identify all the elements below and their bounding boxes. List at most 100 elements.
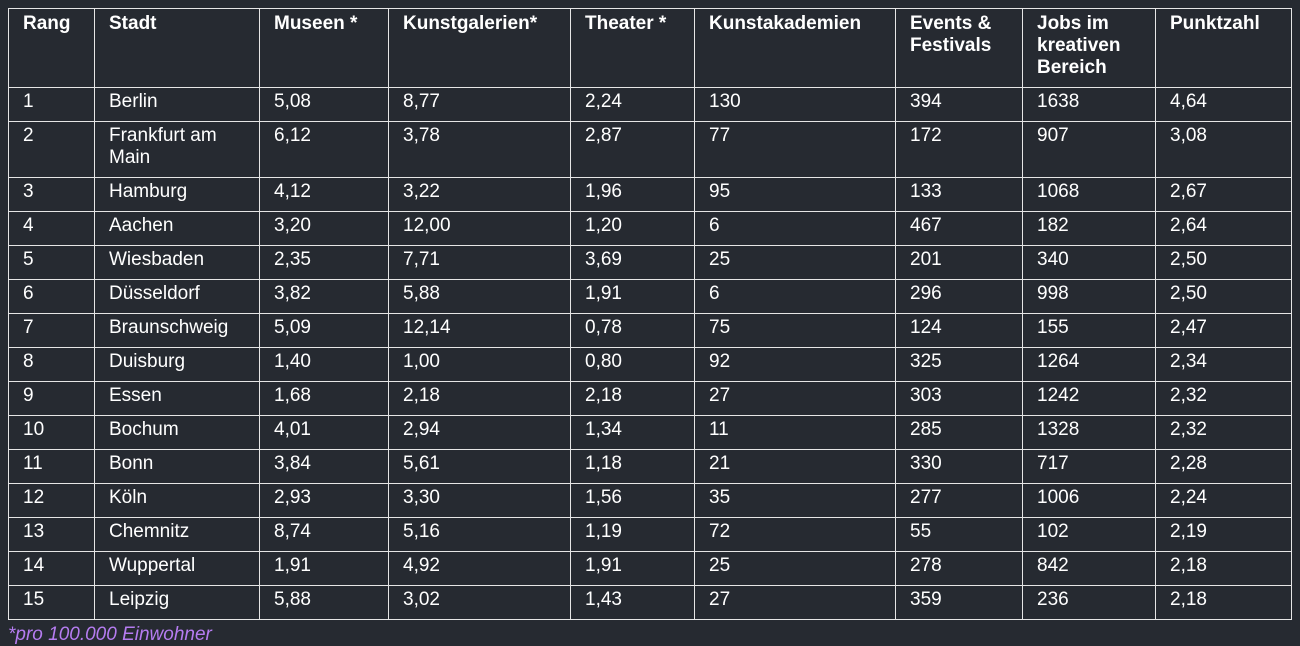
table-cell: Braunschweig: [94, 313, 260, 348]
table-cell: Chemnitz: [94, 517, 260, 552]
table-cell: 5,08: [259, 87, 389, 122]
table-cell: 1,40: [259, 347, 389, 382]
table-cell: 15: [8, 585, 95, 620]
table-cell: 55: [895, 517, 1023, 552]
table-cell: 325: [895, 347, 1023, 382]
table-cell: 2,32: [1155, 381, 1292, 416]
table-cell: 2,28: [1155, 449, 1292, 484]
table-cell: 201: [895, 245, 1023, 280]
table-cell: 1,34: [570, 415, 695, 450]
table-cell: Wiesbaden: [94, 245, 260, 280]
table-cell: Bochum: [94, 415, 260, 450]
table-cell: 3,84: [259, 449, 389, 484]
table-row: 8 Duisburg 1,40 1,00 0,80 92 325 1264 2,34: [8, 347, 1292, 382]
table-cell: 1,18: [570, 449, 695, 484]
table-cell: 3,20: [259, 211, 389, 246]
header-cell: Kunstgalerien*: [388, 8, 571, 88]
table-row: 9 Essen 1,68 2,18 2,18 27 303 1242 2,32: [8, 381, 1292, 416]
table-cell: 2: [8, 121, 95, 178]
table-cell: 92: [694, 347, 896, 382]
table-cell: 5,88: [259, 585, 389, 620]
table-cell: 4,01: [259, 415, 389, 450]
header-cell: Jobs im kreativen Bereich: [1022, 8, 1156, 88]
table-cell: 27: [694, 381, 896, 416]
table-cell: 4: [8, 211, 95, 246]
header-cell: Events & Festivals: [895, 8, 1023, 88]
table-cell: 4,64: [1155, 87, 1292, 122]
footnote: *pro 100.000 Einwohner: [8, 624, 212, 645]
table-cell: 2,35: [259, 245, 389, 280]
table-cell: 182: [1022, 211, 1156, 246]
table-cell: 130: [694, 87, 896, 122]
table-cell: 236: [1022, 585, 1156, 620]
table-cell: 3,78: [388, 121, 571, 178]
table-row: 4 Aachen 3,20 12,00 1,20 6 467 182 2,64: [8, 211, 1292, 246]
table-cell: 12,00: [388, 211, 571, 246]
table-cell: Düsseldorf: [94, 279, 260, 314]
table-cell: 9: [8, 381, 95, 416]
table-row: 13 Chemnitz 8,74 5,16 1,19 72 55 102 2,19: [8, 517, 1292, 552]
table-row: 11 Bonn 3,84 5,61 1,18 21 330 717 2,28: [8, 449, 1292, 484]
table-cell: 5,09: [259, 313, 389, 348]
table-cell: 27: [694, 585, 896, 620]
table-cell: 7: [8, 313, 95, 348]
table-row: 1 Berlin 5,08 8,77 2,24 130 394 1638 4,64: [8, 87, 1292, 122]
table-cell: 35: [694, 483, 896, 518]
table-cell: 5,88: [388, 279, 571, 314]
table-cell: 13: [8, 517, 95, 552]
table-cell: 285: [895, 415, 1023, 450]
table-cell: 5,16: [388, 517, 571, 552]
table-cell: 75: [694, 313, 896, 348]
table-cell: 2,94: [388, 415, 571, 450]
table-cell: 21: [694, 449, 896, 484]
table-cell: 467: [895, 211, 1023, 246]
table-cell: 1328: [1022, 415, 1156, 450]
table-cell: 3,22: [388, 177, 571, 212]
table-cell: 842: [1022, 551, 1156, 586]
table-cell: 3,08: [1155, 121, 1292, 178]
table-cell: 77: [694, 121, 896, 178]
table-cell: 11: [694, 415, 896, 450]
table-cell: 1638: [1022, 87, 1156, 122]
table-cell: Köln: [94, 483, 260, 518]
table-cell: 5: [8, 245, 95, 280]
table-cell: 278: [895, 551, 1023, 586]
header-cell: Kunstakademien: [694, 8, 896, 88]
table-row: 6 Düsseldorf 3,82 5,88 1,91 6 296 998 2,50: [8, 279, 1292, 314]
table-cell: 8,74: [259, 517, 389, 552]
table-cell: 1264: [1022, 347, 1156, 382]
table-cell: 1: [8, 87, 95, 122]
table-cell: Bonn: [94, 449, 260, 484]
table-cell: 10: [8, 415, 95, 450]
table-cell: 296: [895, 279, 1023, 314]
table-cell: 3,82: [259, 279, 389, 314]
table-cell: 172: [895, 121, 1023, 178]
table-cell: 25: [694, 551, 896, 586]
table-cell: 0,78: [570, 313, 695, 348]
table-cell: 25: [694, 245, 896, 280]
ranking-table: Rang Stadt Museen * Kunstgalerien* Theater *…: [8, 8, 1292, 620]
table-cell: 2,50: [1155, 245, 1292, 280]
table-cell: 2,47: [1155, 313, 1292, 348]
table-cell: 1,91: [570, 551, 695, 586]
table-cell: 2,87: [570, 121, 695, 178]
table-cell: 717: [1022, 449, 1156, 484]
table-cell: 6: [694, 279, 896, 314]
header-cell: Rang: [8, 8, 95, 88]
table-row: 5 Wiesbaden 2,35 7,71 3,69 25 201 340 2,50: [8, 245, 1292, 280]
table-cell: Duisburg: [94, 347, 260, 382]
table-cell: 11: [8, 449, 95, 484]
table-cell: 8: [8, 347, 95, 382]
table-cell: 394: [895, 87, 1023, 122]
table-cell: 2,34: [1155, 347, 1292, 382]
table-cell: 95: [694, 177, 896, 212]
table-cell: Essen: [94, 381, 260, 416]
table-cell: 6: [8, 279, 95, 314]
table-cell: 155: [1022, 313, 1156, 348]
table-row: 2 Frankfurt am Main 6,12 3,78 2,87 77 172 907 3,…: [8, 121, 1292, 178]
table-cell: 2,18: [1155, 585, 1292, 620]
table-cell: 1,91: [259, 551, 389, 586]
table-cell: Berlin: [94, 87, 260, 122]
table-cell: 6: [694, 211, 896, 246]
